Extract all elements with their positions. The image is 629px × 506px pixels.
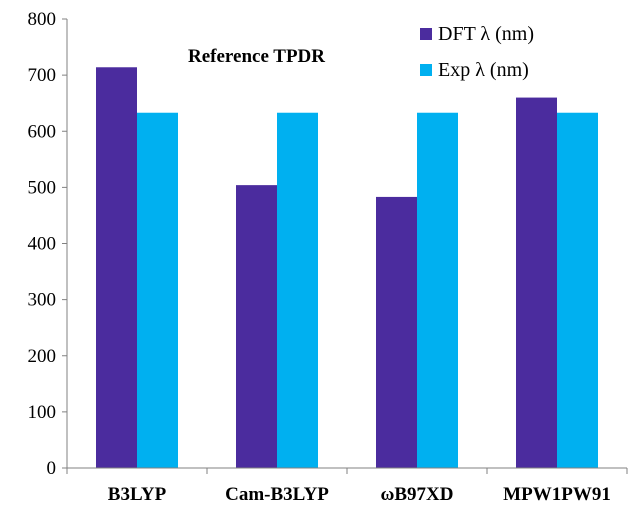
- bar-exp-0: [137, 112, 178, 468]
- bar-exp-1: [277, 112, 318, 468]
- x-category-label: Cam-B3LYP: [225, 484, 329, 505]
- y-tick-label: 800: [28, 9, 57, 30]
- bars-layer: [96, 67, 598, 468]
- y-tick-label: 500: [28, 177, 57, 198]
- y-tick-label: 400: [28, 234, 57, 255]
- legend-label-exp: Exp λ (nm): [438, 59, 529, 81]
- x-category-label: MPW1PW91: [503, 484, 611, 505]
- legend-swatch-exp: [420, 64, 432, 76]
- y-tick-label: 100: [28, 402, 57, 423]
- bar-dft-2: [376, 196, 417, 468]
- y-tick-label: 300: [28, 290, 57, 311]
- legend-label-dft: DFT λ (nm): [438, 23, 534, 45]
- legend-swatch-dft: [420, 28, 432, 40]
- bar-exp-3: [557, 112, 598, 468]
- y-tick-label: 600: [28, 121, 57, 142]
- chart-title: Reference TPDR: [188, 46, 325, 67]
- bar-exp-2: [417, 112, 458, 468]
- bar-dft-0: [96, 67, 137, 468]
- legend: DFT λ (nm) Exp λ (nm): [420, 23, 534, 81]
- y-ticks: 0 100 200 300 400 500 600 700 800: [28, 9, 67, 479]
- x-ticks: B3LYP Cam-B3LYP ωB97XD MPW1PW91: [66, 468, 628, 505]
- y-tick-label: 200: [28, 346, 57, 367]
- bar-dft-1: [236, 185, 277, 468]
- x-category-label: ωB97XD: [380, 484, 453, 505]
- y-tick-label: 700: [28, 65, 57, 86]
- bar-dft-3: [516, 97, 557, 468]
- y-tick-label: 0: [47, 458, 57, 479]
- x-category-label: B3LYP: [108, 484, 167, 505]
